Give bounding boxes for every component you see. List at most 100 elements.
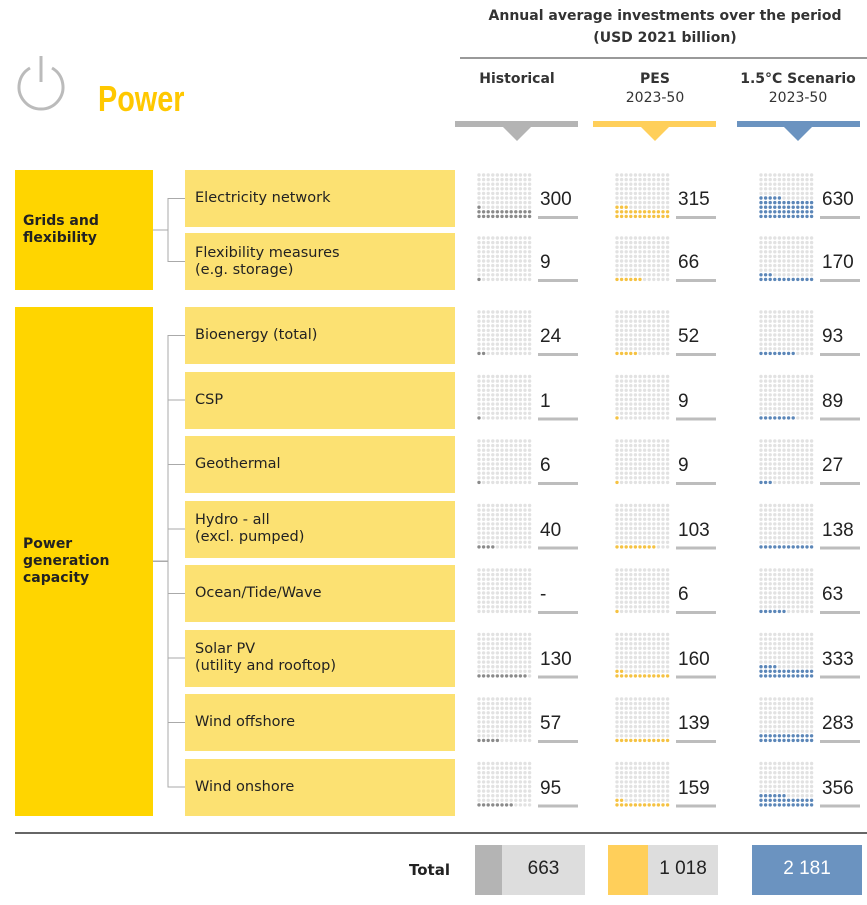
dot-empty <box>514 646 518 650</box>
dot-empty <box>514 466 518 471</box>
dot-empty <box>624 517 628 521</box>
dot-empty <box>629 480 633 485</box>
dot-empty <box>652 697 656 701</box>
dot-empty <box>661 236 665 240</box>
dot-empty <box>647 448 651 452</box>
dot-empty <box>759 784 763 789</box>
dot-empty <box>514 191 518 196</box>
dot-empty <box>656 351 661 356</box>
dot-empty <box>661 448 665 452</box>
dot-empty <box>777 761 782 766</box>
dot-empty <box>619 314 624 319</box>
dot <box>777 609 782 614</box>
dot <box>791 277 795 282</box>
dot <box>629 738 633 743</box>
dot-empty <box>773 526 777 531</box>
dot-empty <box>514 798 518 802</box>
cell-value: 89 <box>822 390 844 412</box>
dot-empty <box>805 701 809 706</box>
dot-empty <box>638 577 642 581</box>
dot-empty <box>647 503 651 508</box>
dot-empty <box>514 310 518 314</box>
dot-empty <box>777 448 782 452</box>
dot-empty <box>615 646 619 650</box>
dot-empty <box>800 379 805 383</box>
dot-empty <box>509 263 513 268</box>
dot-empty <box>638 196 642 200</box>
dot-grid <box>615 632 670 673</box>
dot-empty <box>782 697 786 701</box>
dot-empty <box>509 517 513 521</box>
dot-empty <box>500 577 504 581</box>
dot-empty <box>481 416 486 420</box>
dot-empty <box>768 697 772 701</box>
dot-empty <box>661 545 665 549</box>
dot-empty <box>633 462 638 466</box>
dot <box>800 214 805 219</box>
dot-empty <box>619 453 624 457</box>
dot-empty <box>477 572 481 577</box>
dot-empty <box>504 729 509 733</box>
dot <box>800 200 805 205</box>
dot-empty <box>500 591 504 595</box>
dot-empty <box>759 637 763 641</box>
dot-empty <box>652 605 656 609</box>
dot-empty <box>665 503 670 508</box>
dot-empty <box>759 591 763 595</box>
dot-empty <box>509 407 513 411</box>
dot-empty <box>773 568 777 572</box>
dot-empty <box>768 240 772 245</box>
dot-empty <box>624 531 628 535</box>
dot-empty <box>656 324 661 328</box>
dot-empty <box>527 397 532 402</box>
dot <box>759 669 763 673</box>
dot-empty <box>486 517 490 521</box>
dot-empty <box>791 411 795 415</box>
dot-empty <box>786 522 791 526</box>
dot <box>777 351 782 356</box>
dot-empty <box>629 407 633 411</box>
dot-fill <box>615 798 670 807</box>
dot-empty <box>777 531 782 535</box>
dot-empty <box>518 803 523 807</box>
dot-empty <box>768 453 772 457</box>
dot-empty <box>642 771 647 775</box>
dot-empty <box>615 724 619 729</box>
dot-empty <box>514 480 518 485</box>
dot-empty <box>633 706 638 710</box>
dot-empty <box>796 665 800 669</box>
dot-empty <box>652 568 656 572</box>
dot <box>782 210 786 214</box>
dot-empty <box>509 789 513 793</box>
dot-empty <box>773 448 777 452</box>
dot-empty <box>638 517 642 521</box>
dot-empty <box>652 646 656 650</box>
dot-empty <box>491 632 495 637</box>
dot-empty <box>477 632 481 637</box>
dot-empty <box>652 182 656 186</box>
dot <box>477 674 481 678</box>
dot-empty <box>647 711 651 715</box>
dot-empty <box>491 600 495 604</box>
dot-empty <box>518 637 523 641</box>
dot-empty <box>633 448 638 452</box>
dot-empty <box>782 771 786 775</box>
dot-empty <box>791 448 795 452</box>
dot-empty <box>656 582 661 586</box>
dot-empty <box>656 706 661 710</box>
dot-empty <box>495 715 500 720</box>
dot-empty <box>809 407 814 411</box>
connector <box>153 399 185 562</box>
dot-empty <box>665 328 670 333</box>
dot-empty <box>763 268 768 272</box>
dot-empty <box>495 448 500 452</box>
row-label-line: Hydro - all <box>195 512 270 528</box>
dot-empty <box>656 784 661 789</box>
dot-empty <box>633 374 638 379</box>
dot-empty <box>777 182 782 186</box>
dot-empty <box>763 250 768 254</box>
dot-empty <box>477 720 481 724</box>
dot-empty <box>786 724 791 729</box>
dot-empty <box>624 784 628 789</box>
dot-empty <box>509 526 513 531</box>
